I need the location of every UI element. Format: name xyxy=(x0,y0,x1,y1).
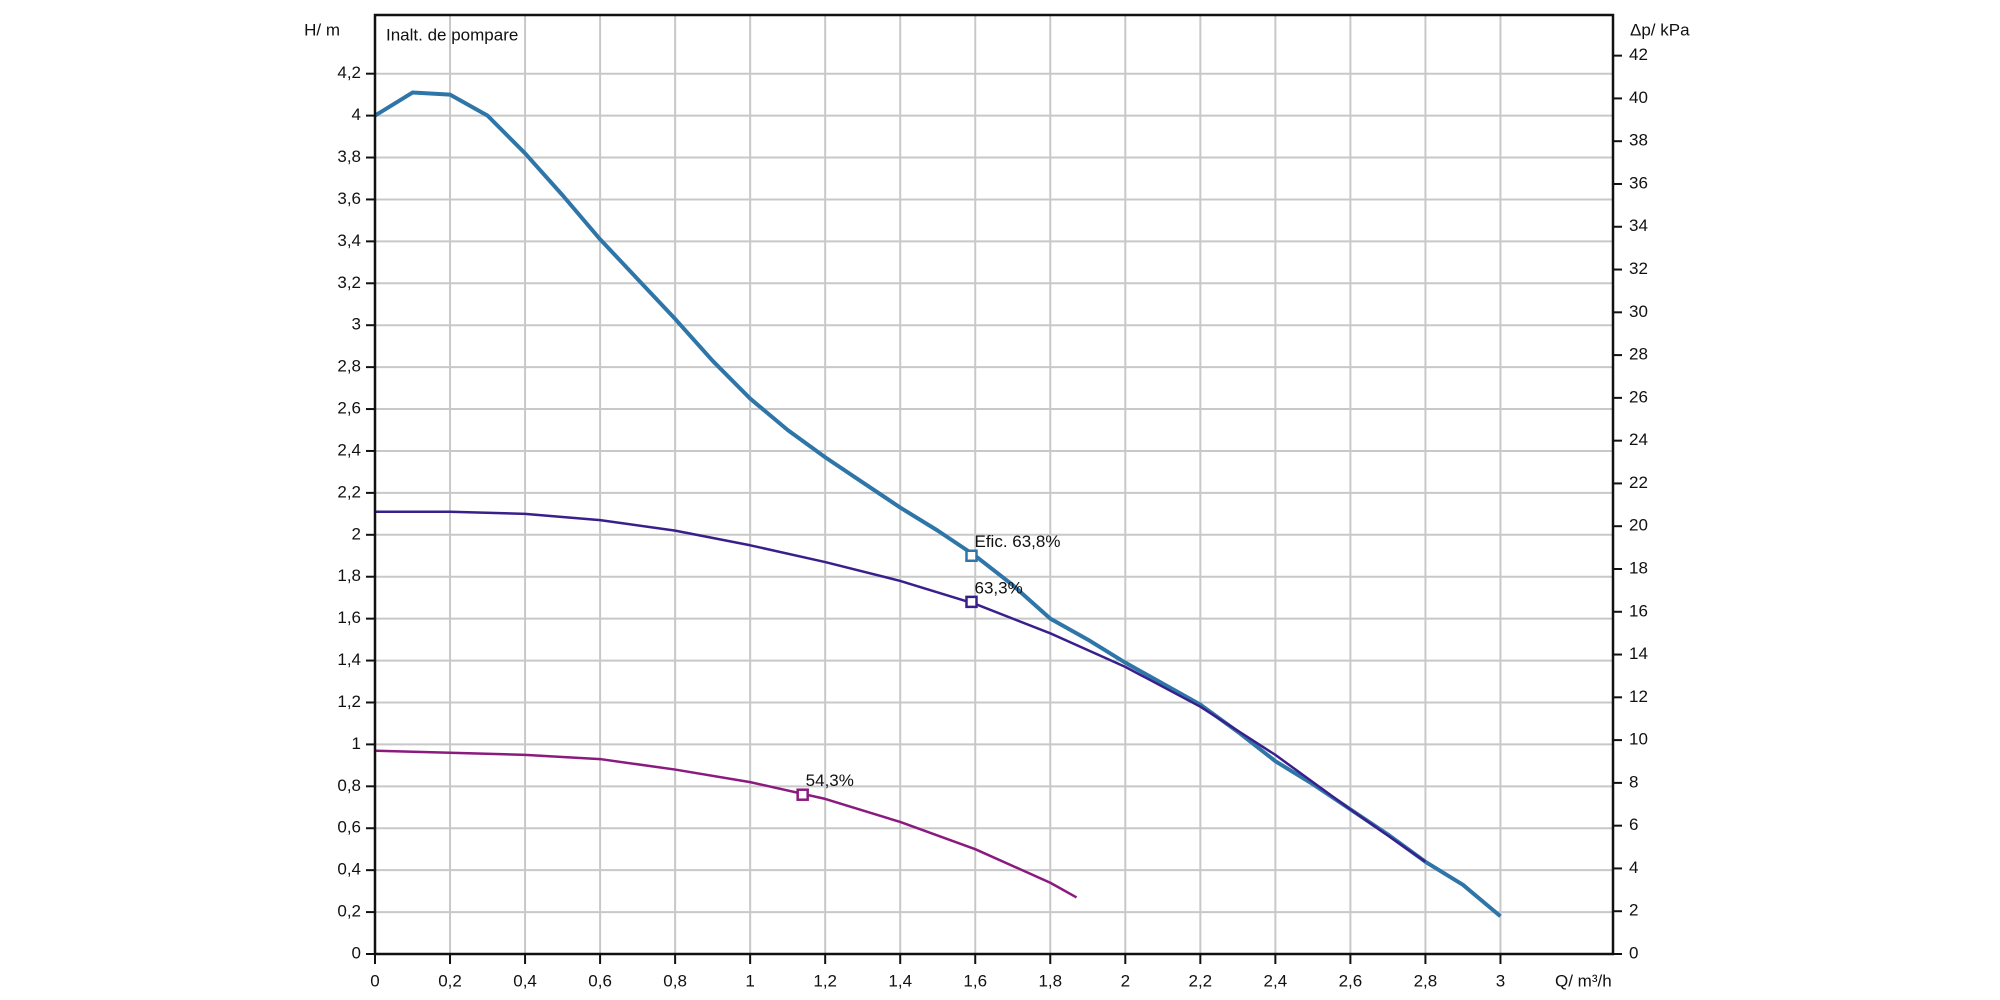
y-tick-label: 3,2 xyxy=(337,273,361,292)
x-tick-label: 0,4 xyxy=(513,971,537,990)
efficiency-label: Efic. 63,8% xyxy=(974,532,1060,551)
y2-tick-label: 10 xyxy=(1629,730,1648,749)
y2-tick-label: 36 xyxy=(1629,173,1648,192)
y2-tick-label: 12 xyxy=(1629,687,1648,706)
y2-tick-label: 4 xyxy=(1629,858,1638,877)
curves: Efic. 63,8% 63,3% 54,3% xyxy=(373,90,1502,918)
y-tick-label: 1,6 xyxy=(337,608,361,627)
x-tick-label: 1,2 xyxy=(813,971,837,990)
y-tick-label: 0,2 xyxy=(337,902,361,921)
chart-title: Inalt. de pompare xyxy=(386,25,518,44)
y-tick-label: 1,8 xyxy=(337,566,361,585)
plot-area xyxy=(375,15,1613,954)
y-tick-label: 4 xyxy=(352,105,361,124)
y2-tick-label: 26 xyxy=(1629,387,1648,406)
efficiency-marker xyxy=(965,549,978,563)
x-tick-label: 3 xyxy=(1496,971,1505,990)
y2-tick-label: 14 xyxy=(1629,644,1648,663)
y2-tick-label: 18 xyxy=(1629,558,1648,577)
y2-axis-label: Δp/ kPa xyxy=(1630,20,1690,39)
y-tick-label: 2,6 xyxy=(337,399,361,418)
y2-tick-label: 40 xyxy=(1629,88,1648,107)
x-tick-label: 0 xyxy=(370,971,379,990)
y2-tick-label: 0 xyxy=(1629,943,1638,962)
y-tick-label: 2,4 xyxy=(337,440,361,459)
y2-tick-label: 38 xyxy=(1629,131,1648,150)
y2-tick-label: 42 xyxy=(1629,45,1648,64)
efficiency-marker xyxy=(796,788,809,801)
y2-tick-label: 34 xyxy=(1629,216,1648,235)
x-tick-label: 1,6 xyxy=(963,971,987,990)
y-tick-label: 0,6 xyxy=(337,818,361,837)
x-tick-label: 2,6 xyxy=(1339,971,1363,990)
y-tick-label: 3,6 xyxy=(337,189,361,208)
y-tick-label: 2 xyxy=(352,524,361,543)
pump-curve xyxy=(373,90,1502,918)
efficiency-marker xyxy=(965,595,978,609)
x-tick-label: 1,4 xyxy=(888,971,912,990)
y-tick-label: 1 xyxy=(352,734,361,753)
y2-tick-label: 24 xyxy=(1629,430,1648,449)
efficiency-label: 63,3% xyxy=(974,578,1022,597)
x-tick-label: 0,8 xyxy=(663,971,687,990)
y2-tick-label: 2 xyxy=(1629,901,1638,920)
x-axis-label: Q/ m³/h xyxy=(1555,971,1612,990)
x-tick-label: 0,2 xyxy=(438,971,462,990)
y-axis-label: H/ m xyxy=(304,20,340,39)
x-tick-label: 2 xyxy=(1121,971,1130,990)
y2-tick-label: 16 xyxy=(1629,601,1648,620)
y-tick-label: 1,2 xyxy=(337,692,361,711)
plot-frame xyxy=(373,13,1615,956)
x-tick-label: 1 xyxy=(745,971,754,990)
y-tick-label: 2,2 xyxy=(337,482,361,501)
x-tick-label: 2,2 xyxy=(1189,971,1213,990)
y-tick-label: 0,8 xyxy=(337,776,361,795)
y-tick-label: 0,4 xyxy=(337,860,361,879)
y-tick-label: 3,4 xyxy=(337,231,361,250)
y-tick-label: 4,2 xyxy=(337,63,361,82)
pump-curve xyxy=(374,749,1078,899)
y2-tick-label: 28 xyxy=(1629,345,1648,364)
grid xyxy=(374,15,1613,955)
pump-curve xyxy=(375,510,1427,863)
y-tick-label: 1,4 xyxy=(337,650,361,669)
efficiency-label: 54,3% xyxy=(806,771,854,790)
y2-tick-label: 8 xyxy=(1629,772,1638,791)
y-tick-label: 0 xyxy=(352,943,361,962)
y2-tick-label: 6 xyxy=(1629,815,1638,834)
y2-tick-label: 22 xyxy=(1629,473,1648,492)
x-tick-label: 0,6 xyxy=(588,971,612,990)
y2-tick-label: 32 xyxy=(1629,259,1648,278)
y2-tick-label: 30 xyxy=(1629,302,1648,321)
x-tick-label: 1,8 xyxy=(1038,971,1062,990)
y-tick-label: 3,8 xyxy=(337,147,361,166)
y-tick-label: 3 xyxy=(352,315,361,334)
y-tick-label: 2,8 xyxy=(337,357,361,376)
x-tick-label: 2,8 xyxy=(1414,971,1438,990)
y2-tick-label: 20 xyxy=(1629,516,1648,535)
x-tick-label: 2,4 xyxy=(1264,971,1288,990)
